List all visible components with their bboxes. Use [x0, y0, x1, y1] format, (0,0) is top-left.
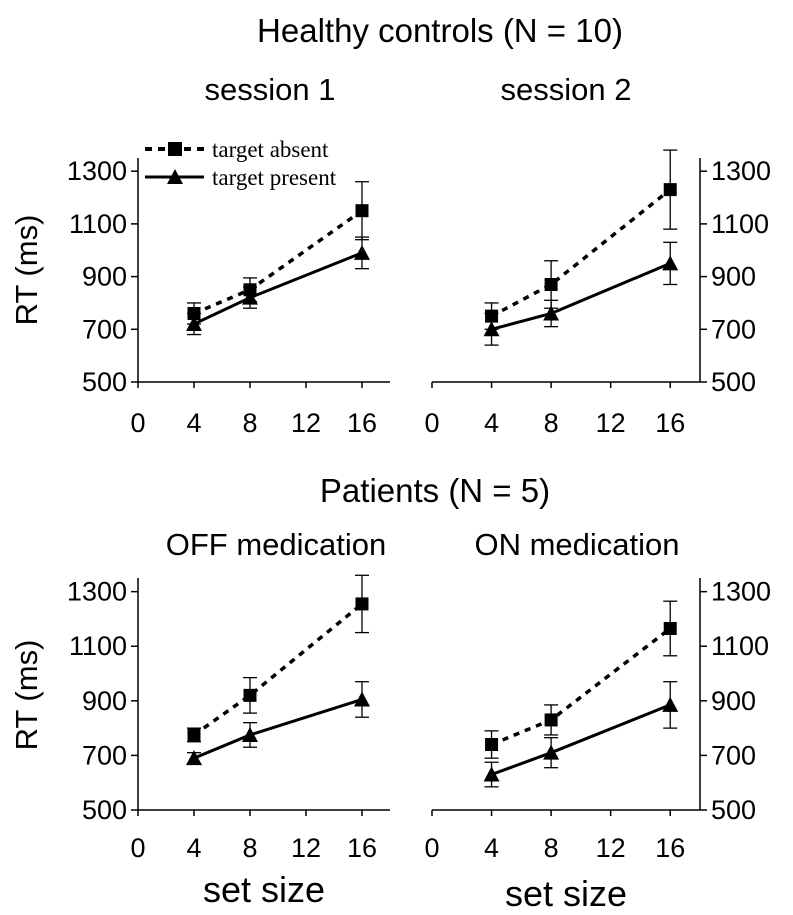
x-tick-label: 8 — [544, 833, 559, 863]
data-point-triangle — [483, 321, 500, 337]
y-tick-label: 900 — [711, 686, 756, 716]
data-point-triangle — [354, 244, 370, 260]
y-tick-label: 500 — [82, 795, 127, 825]
y-tick-label: 1300 — [67, 577, 127, 607]
data-point-triangle — [662, 696, 679, 712]
y-tick-label: 900 — [82, 686, 127, 716]
y-tick-label: 700 — [711, 314, 756, 344]
x-axis-label: set size — [203, 869, 325, 910]
y-axis-label: RT (ms) — [9, 215, 44, 326]
x-tick-label: 4 — [186, 408, 201, 438]
y-tick-label: 900 — [711, 262, 756, 292]
x-tick-label: 4 — [186, 833, 201, 863]
y-tick-label: 700 — [82, 740, 127, 770]
x-tick-label: 12 — [291, 408, 321, 438]
data-point-triangle — [186, 750, 202, 766]
data-point-square — [243, 688, 257, 702]
data-point-triangle — [543, 305, 560, 321]
data-point-square — [544, 277, 558, 291]
data-point-square — [544, 713, 558, 727]
panel-title: session 2 — [501, 72, 632, 107]
legend: target absent target present — [145, 137, 337, 190]
series-line-target-absent — [490, 188, 672, 318]
group-title-healthy: Healthy controls (N = 10) — [257, 12, 623, 49]
x-tick-label: 0 — [424, 833, 439, 863]
y-axis-label: RT (ms) — [9, 640, 44, 751]
panel-title: OFF medication — [166, 527, 387, 562]
x-tick-label: 8 — [242, 408, 257, 438]
chart-panel-2: session 2 500 700 900 1100 1300 0 4 8 12 16 — [424, 72, 771, 438]
chart-panel-3: OFF medication 500 700 900 1100 1300 0 4 8 12 16 RT… — [9, 527, 390, 910]
data-point-triangle — [242, 726, 258, 742]
y-tick-label: 500 — [82, 367, 127, 397]
legend-absent-label: target absent — [212, 137, 329, 162]
legend-absent-marker — [168, 142, 182, 156]
y-tick-label: 1300 — [67, 156, 127, 186]
legend-present-marker — [167, 169, 183, 184]
data-point-triangle — [186, 316, 202, 332]
data-point-square — [355, 597, 369, 611]
data-point-square — [187, 728, 201, 742]
y-tick-label: 1100 — [711, 631, 769, 661]
data-point-triangle — [543, 744, 560, 760]
data-point-square — [355, 204, 369, 218]
y-tick-label: 1100 — [69, 631, 127, 661]
data-point-triangle — [354, 691, 370, 707]
panel-title: session 1 — [205, 72, 336, 107]
data-point-triangle — [662, 255, 679, 271]
panel-title: ON medication — [474, 527, 679, 562]
legend-present-label: target present — [212, 165, 337, 190]
x-tick-label: 0 — [130, 408, 145, 438]
data-point-square — [485, 737, 499, 751]
x-tick-label: 12 — [291, 833, 321, 863]
data-point-triangle — [242, 289, 258, 305]
y-tick-label: 700 — [82, 314, 127, 344]
chart-panel-4: ON medication 500 700 900 1100 1300 0 4 8 12 16 set… — [424, 527, 771, 914]
y-tick-label: 1100 — [69, 209, 127, 239]
x-tick-label: 16 — [347, 833, 377, 863]
y-tick-label: 1300 — [711, 156, 771, 186]
x-tick-label: 8 — [242, 833, 257, 863]
x-tick-label: 0 — [130, 833, 145, 863]
x-axis-label: set size — [505, 873, 627, 914]
y-tick-label: 1100 — [711, 209, 769, 239]
group-title-patients: Patients (N = 5) — [320, 472, 550, 509]
y-tick-label: 700 — [711, 740, 756, 770]
x-tick-label: 16 — [655, 833, 685, 863]
x-tick-label: 4 — [484, 408, 499, 438]
y-tick-label: 500 — [711, 795, 756, 825]
y-tick-label: 900 — [82, 262, 127, 292]
x-tick-label: 16 — [655, 408, 685, 438]
data-point-square — [663, 621, 677, 635]
chart-panel-1: session 1 500 700 900 1100 1300 0 4 8 12 16 RT (ms) — [9, 72, 390, 438]
x-tick-label: 0 — [424, 408, 439, 438]
data-point-square — [663, 183, 677, 197]
x-tick-label: 4 — [484, 833, 499, 863]
x-tick-label: 12 — [596, 408, 626, 438]
x-tick-label: 12 — [596, 833, 626, 863]
y-tick-label: 500 — [711, 367, 756, 397]
data-point-triangle — [483, 766, 500, 782]
y-tick-label: 1300 — [711, 577, 771, 607]
x-tick-label: 8 — [544, 408, 559, 438]
x-tick-label: 16 — [347, 408, 377, 438]
